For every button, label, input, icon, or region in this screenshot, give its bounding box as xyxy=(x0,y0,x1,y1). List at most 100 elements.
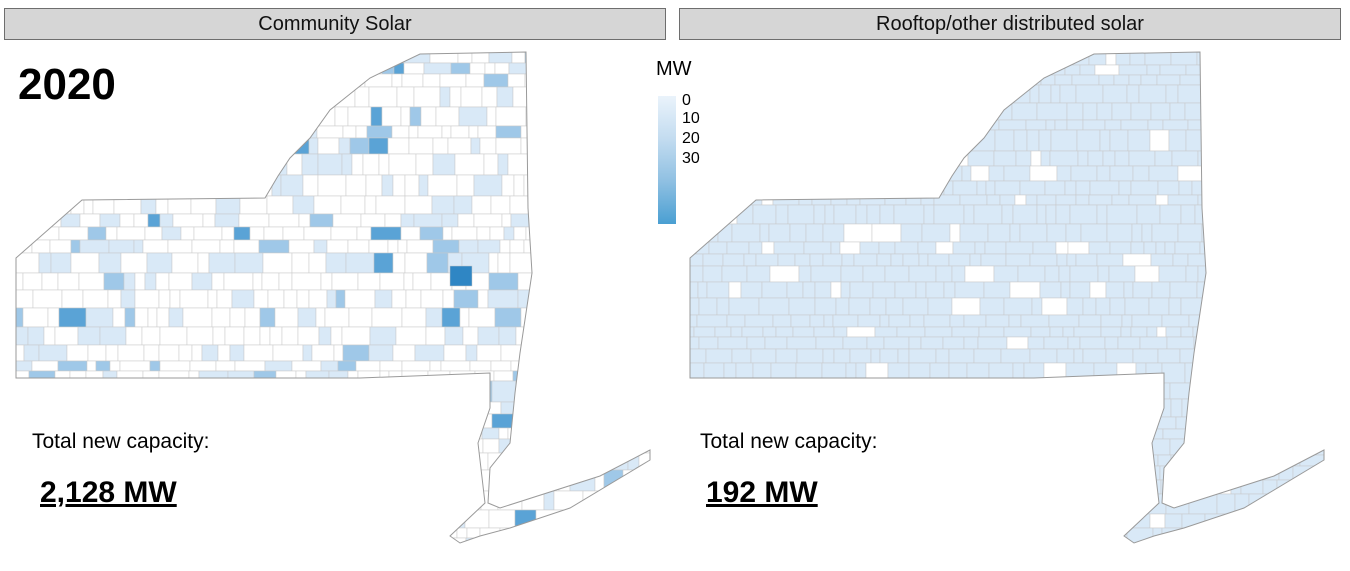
municipality-tile xyxy=(538,469,560,492)
municipality-tile xyxy=(1058,265,1071,283)
municipality-tile xyxy=(1040,150,1051,167)
municipality-tile xyxy=(1177,223,1203,243)
municipality-tile xyxy=(1310,64,1322,76)
municipality-tile xyxy=(108,239,135,254)
municipality-tile xyxy=(1330,195,1344,205)
municipality-tile xyxy=(1097,265,1110,283)
municipality-tile xyxy=(963,336,979,350)
municipality-tile xyxy=(1164,513,1183,529)
municipality-tile xyxy=(1307,74,1319,86)
municipality-tile xyxy=(884,194,907,206)
municipality-tile xyxy=(855,362,867,384)
municipality-tile xyxy=(1293,150,1308,167)
municipality-tile xyxy=(865,52,895,66)
municipality-tile xyxy=(159,213,174,228)
municipality-tile xyxy=(347,370,359,382)
municipality-tile xyxy=(622,252,645,274)
municipality-tile xyxy=(1265,265,1297,283)
municipality-tile xyxy=(58,226,89,241)
municipality-tile xyxy=(297,527,322,539)
municipality-tile xyxy=(623,86,641,108)
municipality-tile xyxy=(1265,326,1282,338)
municipality-tile xyxy=(1168,297,1182,316)
municipality-tile xyxy=(154,62,180,75)
municipality-tile xyxy=(629,213,650,228)
municipality-tile xyxy=(1078,314,1102,328)
municipality-tile xyxy=(703,362,725,384)
municipality-tile xyxy=(875,84,891,104)
municipality-tile xyxy=(375,195,406,215)
municipality-tile xyxy=(833,204,857,225)
municipality-tile xyxy=(1222,314,1235,328)
municipality-tile xyxy=(1175,416,1192,430)
municipality-tile xyxy=(585,137,602,155)
municipality-tile xyxy=(1149,129,1170,152)
municipality-tile xyxy=(951,297,981,316)
municipality-tile xyxy=(286,527,299,539)
municipality-tile xyxy=(629,344,646,362)
municipality-tile xyxy=(519,537,541,543)
municipality-tile xyxy=(318,326,332,346)
municipality-tile xyxy=(404,195,433,215)
municipality-tile xyxy=(629,239,650,254)
municipality-tile xyxy=(517,452,528,471)
municipality-tile xyxy=(141,62,156,75)
municipality-tile xyxy=(1278,465,1294,481)
municipality-tile xyxy=(1304,348,1319,364)
municipality-tile xyxy=(1048,314,1080,328)
municipality-tile xyxy=(477,326,500,346)
municipality-tile xyxy=(1130,493,1146,515)
municipality-tile xyxy=(880,64,911,76)
municipality-tile xyxy=(668,428,670,439)
municipality-tile xyxy=(612,360,637,372)
municipality-tile xyxy=(1107,513,1131,529)
municipality-tile xyxy=(777,253,796,267)
municipality-tile xyxy=(1133,382,1161,400)
municipality-tile xyxy=(963,64,982,76)
municipality-tile xyxy=(552,52,577,64)
municipality-tile xyxy=(441,307,461,328)
municipality-tile xyxy=(266,86,295,108)
rooftop-solar-title: Rooftop/other distributed solar xyxy=(876,12,1144,35)
municipality-tile xyxy=(330,226,358,241)
municipality-tile xyxy=(697,223,719,243)
municipality-tile xyxy=(817,479,846,495)
municipality-tile xyxy=(780,150,792,167)
municipality-tile xyxy=(1255,398,1284,418)
municipality-tile xyxy=(1144,493,1167,515)
municipality-tile xyxy=(191,73,212,88)
municipality-tile xyxy=(523,174,535,197)
municipality-tile xyxy=(644,509,650,529)
municipality-tile xyxy=(1235,64,1247,76)
municipality-tile xyxy=(1009,465,1038,481)
municipality-tile xyxy=(1006,336,1029,350)
municipality-tile xyxy=(143,344,160,362)
municipality-tile xyxy=(1169,382,1192,400)
municipality-tile xyxy=(57,272,80,291)
municipality-tile xyxy=(1060,416,1092,430)
municipality-tile xyxy=(94,137,126,155)
municipality-tile xyxy=(1156,326,1167,338)
legend-tick-20: 20 xyxy=(682,130,700,147)
municipality-tile xyxy=(379,272,405,291)
municipality-tile xyxy=(760,165,771,182)
municipality-tile xyxy=(1058,382,1088,400)
municipality-tile xyxy=(710,513,725,529)
municipality-tile xyxy=(1003,297,1033,316)
municipality-tile xyxy=(807,129,827,152)
municipality-tile xyxy=(850,465,874,481)
municipality-tile xyxy=(387,239,399,254)
municipality-tile xyxy=(547,401,560,415)
municipality-tile xyxy=(745,180,775,196)
municipality-tile xyxy=(1062,326,1075,338)
municipality-tile xyxy=(980,64,994,76)
municipality-tile xyxy=(326,401,356,415)
municipality-tile xyxy=(1056,527,1080,543)
municipality-tile xyxy=(1093,513,1109,529)
municipality-tile xyxy=(804,64,836,76)
municipality-tile xyxy=(1315,241,1324,255)
municipality-tile xyxy=(238,213,270,228)
municipality-tile xyxy=(313,239,328,254)
municipality-tile xyxy=(513,174,525,197)
municipality-tile xyxy=(881,527,909,543)
